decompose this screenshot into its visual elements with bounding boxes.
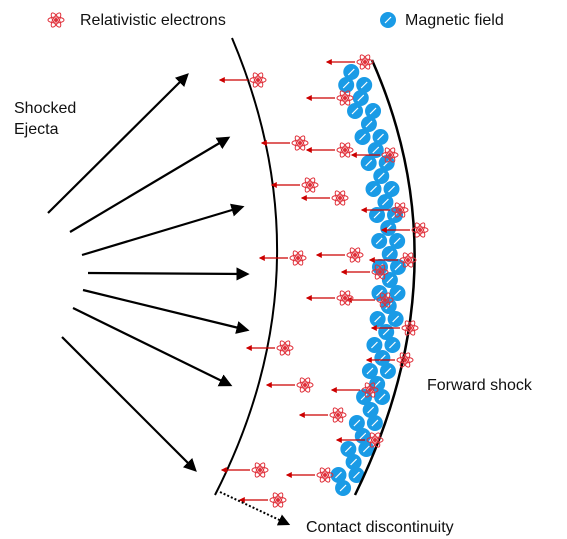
- page: Relativistic electrons Magnetic field Sh…: [0, 0, 567, 539]
- electron: [357, 54, 373, 71]
- electron: [290, 250, 306, 267]
- ejecta-arrow: [82, 207, 242, 255]
- diagram: Relativistic electrons Magnetic field Sh…: [0, 0, 567, 539]
- electron: [250, 72, 266, 89]
- magnetic-field-circles: [330, 64, 405, 496]
- legend-electrons: Relativistic electrons: [80, 12, 226, 29]
- contact-discontinuity-arc: [215, 38, 277, 495]
- electron: [332, 190, 348, 207]
- contact-label: Contact discontinuity: [306, 519, 454, 536]
- ejecta-arrows: [48, 75, 247, 470]
- electron: [337, 90, 353, 107]
- ejecta-arrow: [88, 273, 247, 274]
- electron: [270, 492, 286, 509]
- ejecta-label: Shocked: [14, 100, 76, 117]
- electron: [347, 247, 363, 264]
- ejecta-arrow: [48, 75, 187, 213]
- ejecta-label: Ejecta: [14, 121, 59, 138]
- electron: [330, 407, 346, 424]
- electron: [302, 177, 318, 194]
- electron: [337, 142, 353, 159]
- electron: [297, 377, 313, 394]
- electron: [337, 290, 353, 307]
- forward-shock-label: Forward shock: [427, 377, 533, 394]
- electron: [397, 352, 413, 369]
- electron: [402, 320, 418, 337]
- electron: [292, 135, 308, 152]
- legend-electron-icon: [48, 12, 64, 29]
- electron: [277, 340, 293, 357]
- legend-field: Magnetic field: [405, 12, 504, 29]
- electron: [252, 462, 268, 479]
